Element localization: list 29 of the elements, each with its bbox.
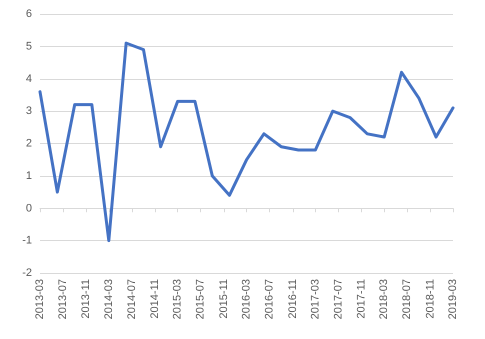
y-tick-label: 3 (26, 105, 32, 118)
x-tick-label: 2015-07 (194, 279, 207, 320)
x-tick-label: 2013-07 (56, 279, 69, 320)
y-tick-label: 4 (26, 72, 32, 85)
x-tick-label: 2017-07 (332, 279, 344, 320)
y-tick-label: 6 (26, 8, 32, 20)
x-tick-label: 2014-03 (102, 279, 115, 320)
x-tick-label: 2017-11 (356, 279, 368, 319)
x-tick-label: 2014-11 (148, 279, 161, 319)
x-tick-label: 2018-11 (424, 279, 436, 319)
x-tick-label: 2019-03 (447, 279, 459, 320)
y-tick-label: 5 (26, 40, 32, 52)
y-tick-label: -1 (22, 234, 32, 247)
x-tick-label: 2018-07 (401, 279, 414, 320)
x-tick-label: 2013-11 (80, 279, 92, 319)
x-tick-label: 2017-03 (309, 279, 322, 320)
x-tick-label: 2015-11 (218, 279, 230, 319)
x-tick-label: 2015-03 (172, 279, 184, 320)
y-tick-label: 1 (26, 170, 32, 182)
x-tick-label: 2018-03 (378, 279, 390, 320)
x-tick-label: 2016-07 (264, 279, 276, 320)
x-tick-label: 2013-03 (34, 279, 46, 320)
x-tick-label: 2016-03 (240, 279, 253, 320)
line-series (38, 42, 454, 242)
x-tick-label: 2016-11 (286, 279, 299, 319)
y-tick-label: -2 (22, 267, 32, 279)
x-tick-label: 2014-07 (126, 279, 138, 320)
y-tick-label: 2 (26, 138, 32, 150)
y-tick-label: 0 (26, 202, 32, 214)
